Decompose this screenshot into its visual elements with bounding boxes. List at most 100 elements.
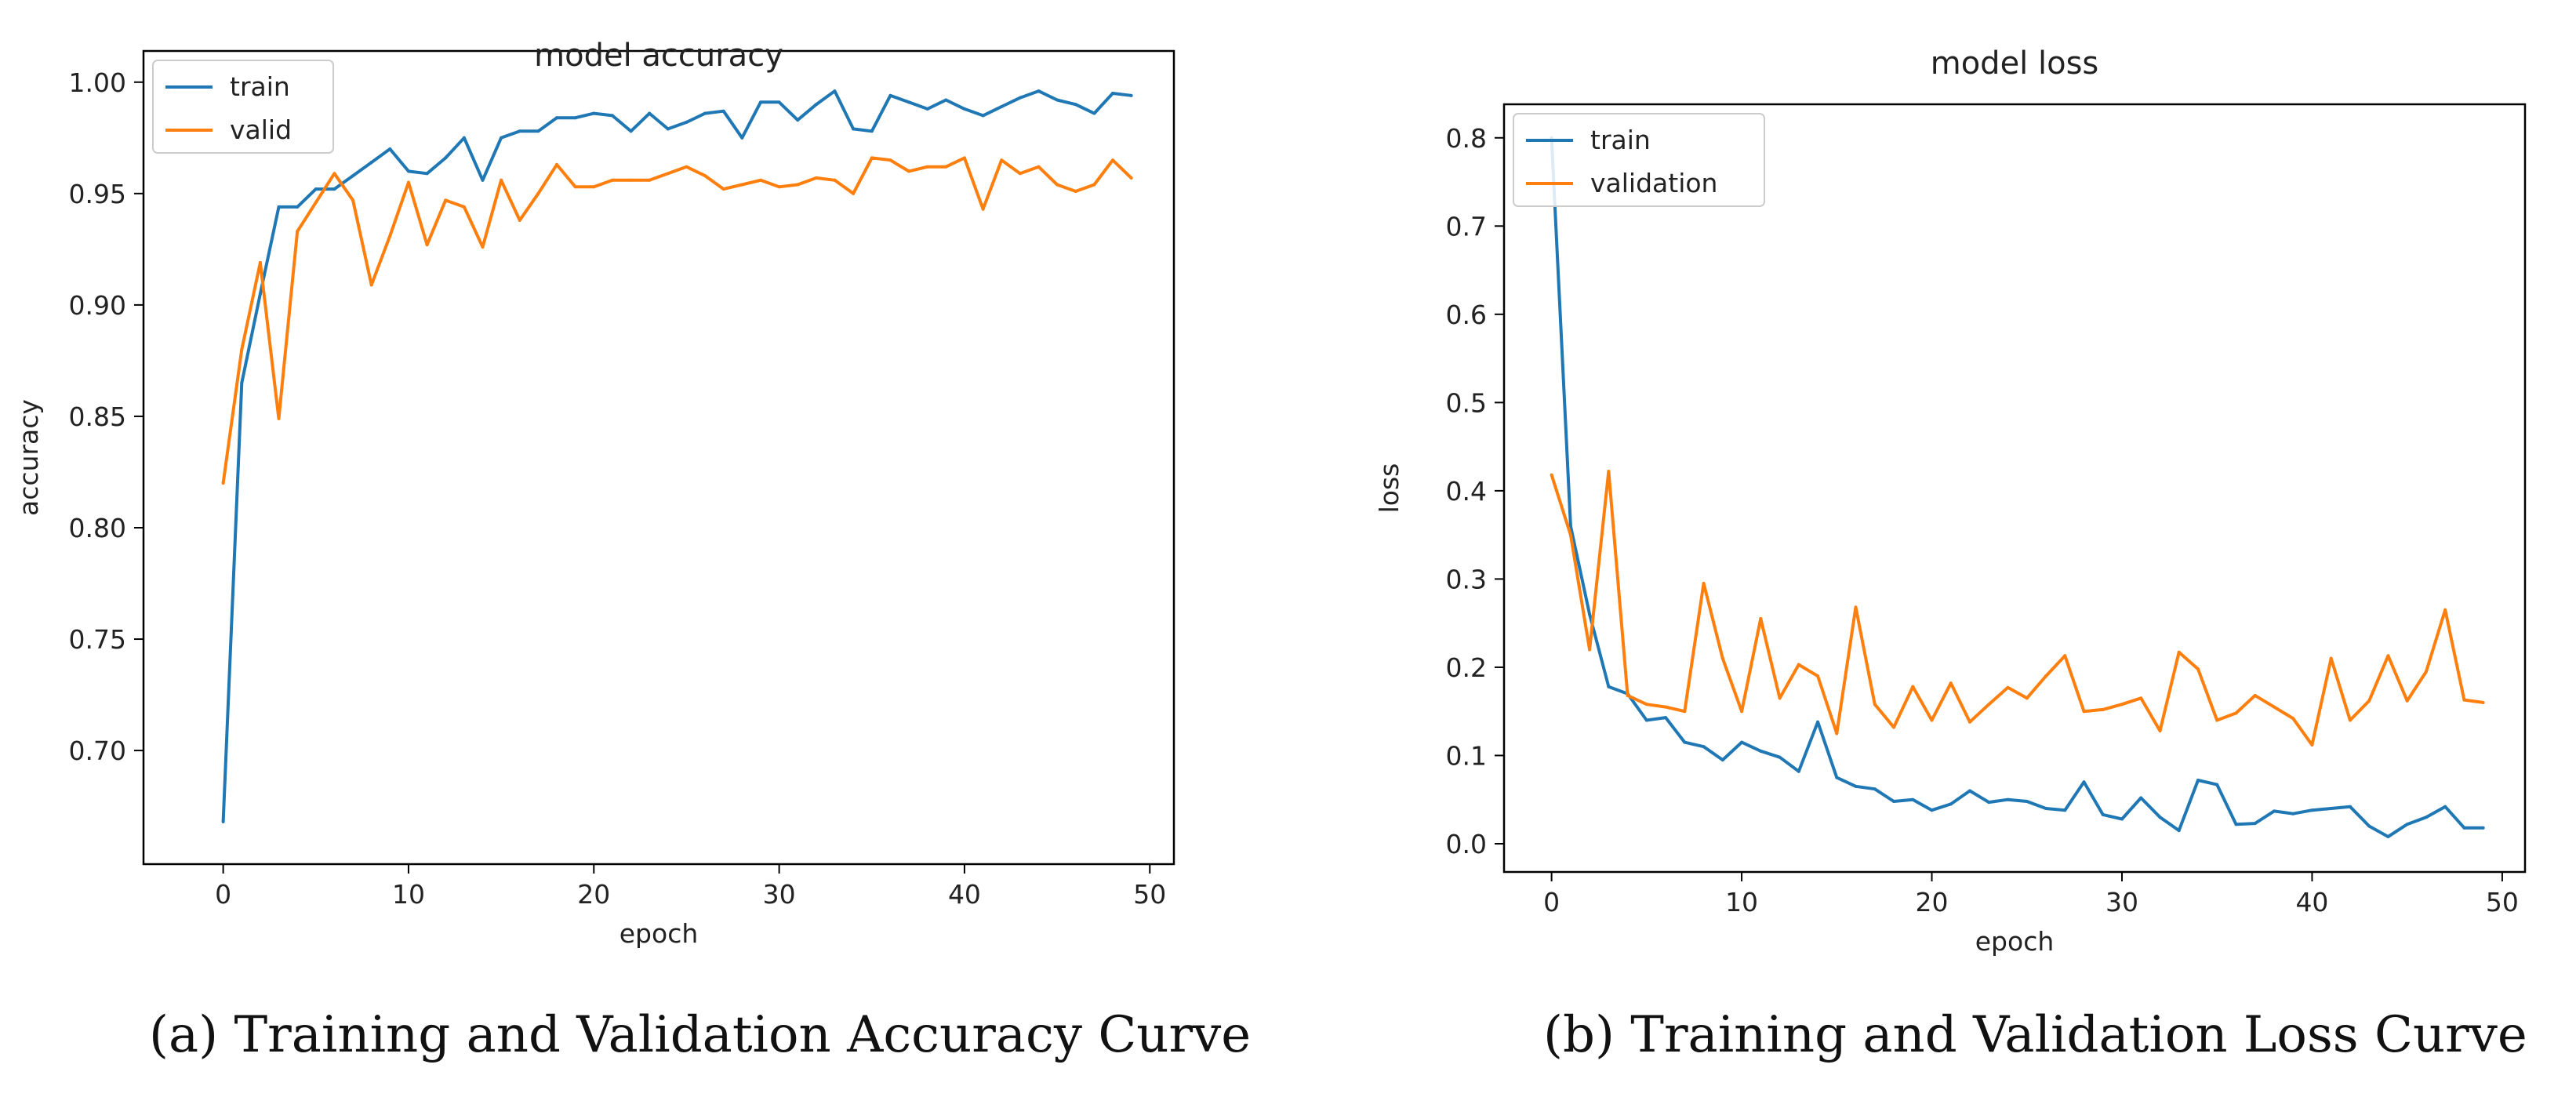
data-point	[2272, 705, 2276, 709]
data-point	[555, 116, 559, 120]
y-tick-label: 0.90	[69, 290, 126, 321]
data-point	[1568, 533, 1572, 537]
data-point	[258, 260, 262, 264]
data-point	[2481, 700, 2485, 704]
legend-label: validation	[1590, 168, 1717, 198]
data-point	[314, 201, 318, 205]
data-point	[962, 156, 966, 160]
data-point	[2405, 823, 2409, 826]
data-point	[351, 198, 355, 202]
data-point	[2025, 799, 2029, 803]
data-point	[1778, 755, 1782, 759]
y-axis-label: accuracy	[13, 399, 44, 516]
data-point	[1092, 111, 1096, 115]
y-axis-label: loss	[1374, 463, 1404, 514]
series-train	[221, 89, 1133, 824]
data-point	[462, 205, 466, 209]
data-point	[425, 243, 429, 247]
caption-accuracy: (a) Training and Validation Accuracy Cur…	[149, 1006, 1252, 1064]
data-point	[1854, 605, 1858, 609]
data-point	[1683, 740, 1687, 744]
data-point	[388, 234, 392, 238]
x-tick-label: 30	[2105, 887, 2138, 917]
data-point	[721, 109, 725, 113]
data-point	[1968, 789, 1972, 793]
x-tick-label: 0	[1543, 887, 1560, 917]
y-tick-label: 0.70	[69, 736, 126, 766]
data-point	[1797, 663, 1800, 667]
series-line-train	[1550, 137, 2483, 838]
legend-label: train	[230, 71, 290, 102]
legend-label: valid	[230, 114, 292, 145]
data-point	[277, 205, 281, 209]
data-point	[2310, 743, 2314, 747]
data-point	[1740, 740, 1744, 744]
x-axis-label: epoch	[619, 918, 699, 949]
data-point	[907, 169, 911, 173]
y-tick-label: 0.95	[69, 179, 126, 209]
caption-loss: (b) Training and Validation Loss Curve	[1543, 1006, 2527, 1064]
data-point	[1568, 524, 1572, 528]
plot-frame	[1502, 103, 2527, 874]
data-point	[685, 120, 689, 124]
series-valid	[221, 156, 1133, 485]
data-point	[481, 178, 485, 182]
legend: train validation	[1513, 113, 1765, 207]
data-point	[1664, 705, 1668, 709]
y-tick-label: 0.6	[1446, 300, 1487, 330]
data-point	[240, 347, 244, 351]
data-point	[1037, 89, 1041, 93]
data-point	[1835, 732, 1839, 736]
x-tick-label: 20	[577, 879, 610, 910]
data-point	[2063, 654, 2067, 658]
data-point	[2443, 805, 2447, 808]
data-point	[500, 178, 503, 182]
data-point	[406, 180, 410, 184]
y-tick-label: 0.0	[1446, 829, 1487, 859]
data-point	[1664, 716, 1668, 720]
data-point	[2196, 667, 2200, 671]
data-point	[2462, 826, 2466, 830]
data-point	[2101, 707, 2105, 711]
data-point	[221, 481, 225, 485]
data-point	[648, 111, 652, 115]
x-tick-label: 50	[2486, 887, 2519, 917]
data-point	[2177, 650, 2181, 654]
data-point	[2158, 816, 2162, 819]
data-point	[2291, 812, 2295, 816]
data-point	[1968, 720, 1972, 724]
y-tick-label: 0.5	[1446, 387, 1487, 418]
data-point	[296, 205, 300, 209]
y-tick-label: 0.80	[69, 513, 126, 543]
data-point	[2234, 711, 2238, 715]
data-point	[610, 178, 614, 182]
data-point	[518, 218, 521, 222]
x-tick-label: 20	[1916, 887, 1949, 917]
data-point	[1816, 720, 1820, 724]
x-axis-label: epoch	[1975, 926, 2055, 957]
y-tick-label: 0.7	[1446, 211, 1487, 242]
data-point	[2082, 780, 2086, 784]
data-point	[1911, 685, 1915, 688]
data-point	[351, 174, 355, 178]
data-point	[870, 156, 874, 160]
data-point	[2006, 685, 2010, 689]
data-point	[1949, 681, 1953, 685]
data-point	[2443, 608, 2447, 612]
x-tick-label: 40	[948, 879, 981, 910]
x-tick-label: 50	[1133, 879, 1166, 910]
data-point	[1720, 758, 1724, 762]
data-point	[2367, 824, 2371, 828]
data-point	[1797, 769, 1800, 773]
data-point	[944, 165, 948, 169]
data-point	[1987, 703, 1991, 707]
data-point	[1740, 710, 1744, 714]
data-point	[1816, 674, 1820, 678]
data-point	[2139, 696, 2143, 700]
data-point	[666, 172, 670, 176]
data-point	[2329, 806, 2333, 810]
data-point	[2006, 797, 2010, 801]
data-point	[2386, 654, 2390, 658]
data-point	[2234, 823, 2238, 826]
data-point	[1835, 776, 1839, 779]
